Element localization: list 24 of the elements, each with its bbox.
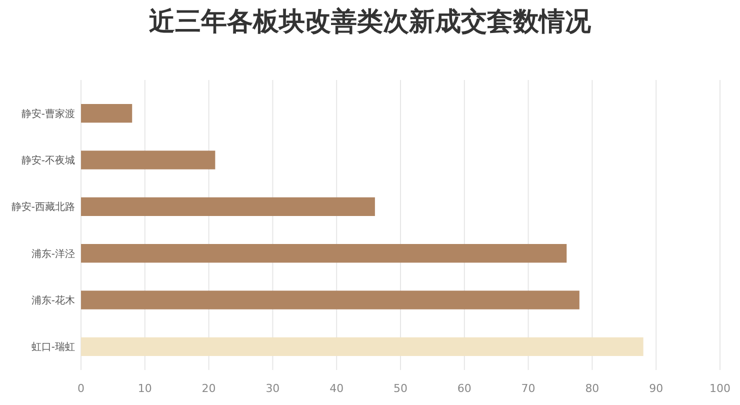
- bar: [81, 290, 580, 310]
- y-tick-label: 浦东-花木: [31, 294, 75, 306]
- bar: [81, 244, 567, 263]
- y-tick-label: 静安-不夜城: [21, 154, 75, 166]
- y-tick-label: 静安-曹家渡: [21, 108, 75, 120]
- y-tick-label: 静安-西藏北路: [11, 201, 75, 214]
- chart-title: 近三年各板块改善类次新成交套数情况: [149, 7, 592, 37]
- x-tick-label: 100: [710, 382, 730, 395]
- x-tick-label: 60: [457, 382, 472, 395]
- x-tick-label: 90: [649, 382, 664, 395]
- bar: [81, 104, 132, 123]
- x-tick-label: 10: [138, 382, 152, 395]
- y-tick-label: 虹口-瑞虹: [31, 341, 75, 354]
- x-tick-label: 40: [330, 382, 344, 395]
- x-tick-label: 80: [585, 382, 600, 395]
- x-tick-label: 70: [521, 382, 536, 395]
- x-tick-label: 50: [394, 382, 408, 395]
- y-tick-label: 浦东-洋泾: [31, 248, 75, 260]
- x-tick-label: 20: [202, 382, 216, 395]
- bar: [81, 150, 216, 170]
- x-tick-label: 30: [266, 382, 280, 395]
- bar: [81, 337, 644, 356]
- x-tick-label: 0: [78, 382, 84, 395]
- bar: [81, 197, 375, 216]
